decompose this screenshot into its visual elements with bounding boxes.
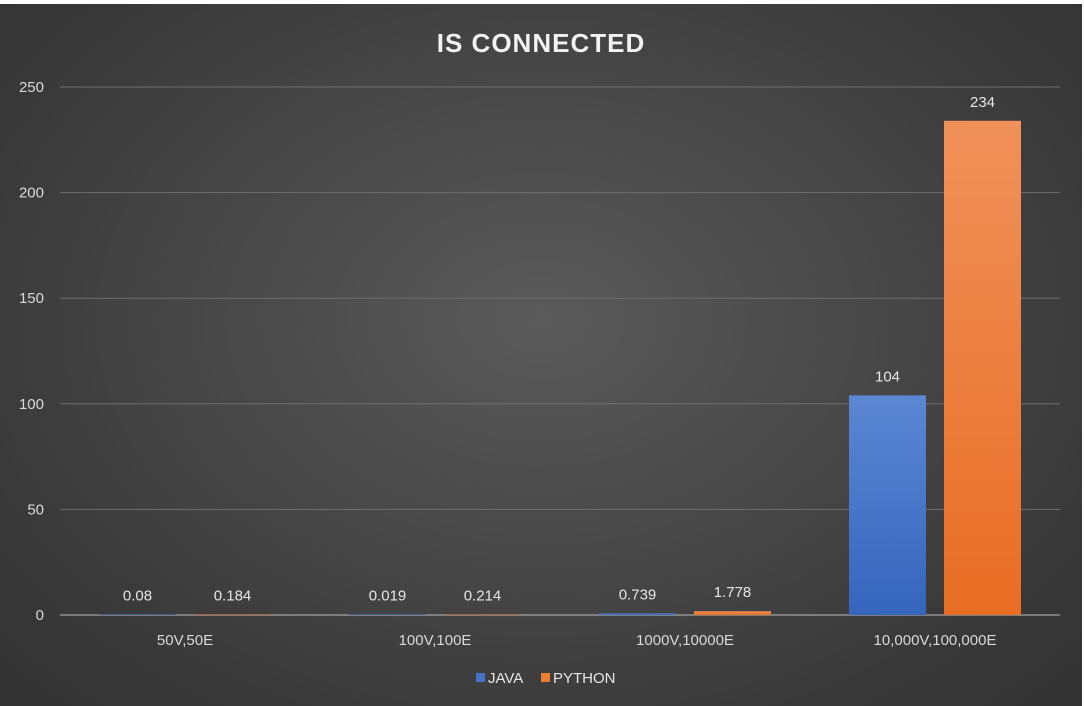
legend-swatch-python xyxy=(541,673,550,682)
x-tick-label: 1000V,10000E xyxy=(636,632,734,649)
y-tick-label: 150 xyxy=(19,290,44,307)
bar-chart: IS CONNECTED 0 50 100 150 200 250 0.08 0.184 50V… xyxy=(19,28,1060,687)
data-label: 0.019 xyxy=(369,587,407,604)
legend-label-java: JAVA xyxy=(488,670,523,687)
legend-label-python: PYTHON xyxy=(553,670,616,687)
bar-python-1 xyxy=(444,614,521,615)
data-label: 0.08 xyxy=(123,587,152,604)
x-tick-label: 50V,50E xyxy=(157,632,213,649)
x-tick-label: 10,000V,100,000E xyxy=(874,632,997,649)
chart-area: IS CONNECTED 0 50 100 150 200 250 0.08 0.184 50V… xyxy=(0,4,1082,706)
chart-title: IS CONNECTED xyxy=(437,28,645,58)
y-tick-label: 0 xyxy=(36,607,44,624)
bar-python-2 xyxy=(694,611,771,615)
bar-java-3 xyxy=(849,395,926,615)
legend-swatch-java xyxy=(476,673,485,682)
bar-python-0 xyxy=(194,614,271,615)
data-label: 0.214 xyxy=(464,587,502,604)
bar-java-1 xyxy=(349,614,426,615)
data-label: 104 xyxy=(875,368,900,385)
y-tick-label: 100 xyxy=(19,396,44,413)
bar-java-2 xyxy=(599,613,676,615)
y-tick-label: 50 xyxy=(27,501,44,518)
data-label: 234 xyxy=(970,94,995,111)
bar-python-3 xyxy=(944,120,1021,616)
data-label: 0.184 xyxy=(214,587,252,604)
data-label: 1.778 xyxy=(714,584,752,601)
bar-java-0 xyxy=(99,614,176,615)
x-tick-label: 100V,100E xyxy=(399,632,472,649)
y-tick-label: 250 xyxy=(19,79,44,96)
data-label: 0.739 xyxy=(619,586,657,603)
y-tick-label: 200 xyxy=(19,185,44,202)
